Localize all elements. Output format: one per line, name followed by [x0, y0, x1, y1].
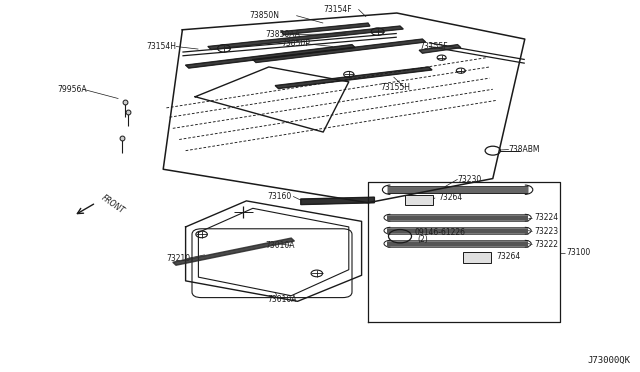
Polygon shape — [186, 45, 355, 68]
Text: 73850P: 73850P — [282, 39, 310, 48]
Polygon shape — [208, 26, 403, 49]
Text: J73000QK: J73000QK — [588, 356, 630, 365]
Text: 73100: 73100 — [566, 248, 591, 257]
Text: 73224: 73224 — [534, 213, 559, 222]
Text: 73160: 73160 — [267, 192, 291, 201]
Text: 73155H: 73155H — [381, 83, 411, 92]
Text: 73264: 73264 — [496, 252, 520, 261]
Polygon shape — [173, 238, 294, 265]
Text: 73850N: 73850N — [250, 11, 280, 20]
Polygon shape — [275, 67, 432, 89]
Text: 73230: 73230 — [458, 175, 482, 184]
Polygon shape — [253, 39, 426, 62]
Polygon shape — [301, 197, 374, 205]
Text: FRONT: FRONT — [99, 193, 125, 216]
FancyBboxPatch shape — [463, 252, 491, 263]
Text: 73010A: 73010A — [266, 241, 295, 250]
Text: (2): (2) — [417, 235, 428, 244]
Text: 73154F: 73154F — [323, 5, 352, 14]
Text: 73155F: 73155F — [419, 42, 448, 51]
Text: 738ABM: 738ABM — [509, 145, 540, 154]
Text: 73223: 73223 — [534, 227, 559, 236]
Text: 79956A: 79956A — [58, 85, 87, 94]
Polygon shape — [419, 45, 461, 53]
Text: 09146-61226: 09146-61226 — [415, 228, 466, 237]
Polygon shape — [282, 23, 370, 35]
Text: 73264: 73264 — [438, 193, 463, 202]
Text: 73222: 73222 — [534, 240, 558, 249]
Text: 73850AA: 73850AA — [266, 31, 301, 39]
Text: 73210: 73210 — [166, 254, 191, 263]
Text: 73154H: 73154H — [146, 42, 176, 51]
Text: 73010A: 73010A — [267, 295, 296, 304]
FancyBboxPatch shape — [405, 195, 433, 205]
